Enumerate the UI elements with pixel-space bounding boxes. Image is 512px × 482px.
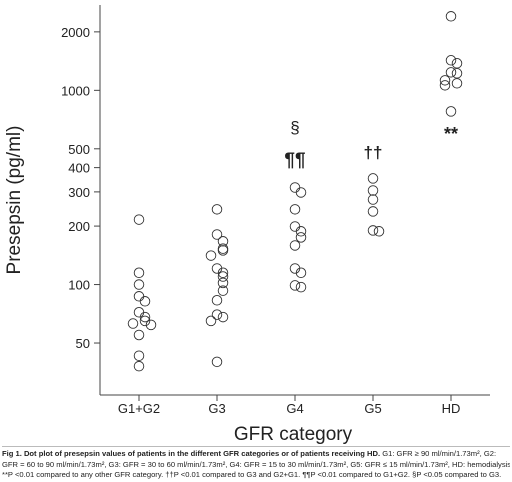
chart: Presepsin (pg/ml) GFR category 50 100 200 3… bbox=[4, 5, 490, 445]
y-axis-label: Presepsin (pg/ml) bbox=[4, 126, 25, 275]
caption-text: G1: GFR ≥ 90 ml/min/1.73m², G2: bbox=[382, 449, 497, 458]
data-point bbox=[139, 311, 151, 323]
data-point bbox=[211, 229, 223, 240]
data-point bbox=[217, 267, 229, 279]
annotation: ¶¶ bbox=[284, 150, 305, 171]
x-axis-label: GFR category bbox=[234, 424, 353, 445]
data-point bbox=[445, 55, 457, 66]
data-point bbox=[145, 319, 157, 331]
annotation: †† bbox=[364, 143, 383, 162]
data-point bbox=[139, 296, 151, 307]
data-point bbox=[217, 277, 229, 289]
y-tick-label: 50 bbox=[76, 336, 90, 351]
data-point bbox=[289, 182, 301, 193]
x-tick-label: G1+G2 bbox=[118, 401, 160, 416]
data-point bbox=[439, 75, 451, 86]
data-point bbox=[289, 280, 301, 291]
caption-line: **P <0.01 compared to any other GFR cate… bbox=[2, 470, 502, 479]
y-tick-label: 100 bbox=[68, 278, 90, 293]
data-point bbox=[133, 350, 145, 361]
data-point bbox=[133, 214, 145, 225]
caption-line: Fig 1. Dot plot of presepsin values of p… bbox=[2, 449, 510, 460]
data-point bbox=[289, 240, 301, 251]
data-point bbox=[133, 307, 145, 318]
data-point bbox=[211, 295, 223, 306]
data-point bbox=[439, 80, 451, 91]
data-point bbox=[367, 173, 379, 184]
data-point bbox=[133, 329, 145, 341]
data-point bbox=[133, 279, 145, 290]
data-point bbox=[127, 318, 139, 329]
data-point bbox=[217, 311, 229, 323]
data-point bbox=[211, 204, 223, 215]
data-point bbox=[367, 185, 379, 196]
data-point bbox=[217, 271, 229, 282]
y-tick-label: 500 bbox=[68, 142, 90, 157]
data-point bbox=[217, 245, 229, 256]
x-tick-label: HD bbox=[442, 401, 461, 416]
caption-title: Fig 1. Dot plot of presepsin values of p… bbox=[2, 449, 381, 458]
data-point bbox=[295, 281, 307, 293]
x-tick-label: G5 bbox=[364, 401, 381, 416]
x-tick-label: G4 bbox=[286, 401, 303, 416]
data-point bbox=[451, 68, 463, 79]
data-point bbox=[217, 285, 229, 296]
data-point bbox=[133, 360, 145, 372]
data-point bbox=[289, 221, 301, 232]
data-point bbox=[217, 236, 229, 247]
data-point bbox=[367, 225, 379, 236]
data-point bbox=[367, 206, 379, 217]
data-point bbox=[133, 291, 145, 302]
y-tick-label: 300 bbox=[68, 185, 90, 200]
data-point bbox=[373, 226, 385, 237]
data-point bbox=[451, 78, 463, 89]
y-tick-label: 200 bbox=[68, 219, 90, 234]
data-point bbox=[445, 11, 457, 22]
data-point bbox=[367, 194, 379, 205]
annotation: § bbox=[290, 118, 299, 137]
data-point bbox=[205, 250, 217, 261]
x-tick-label: G3 bbox=[208, 401, 225, 416]
caption-line: GFR = 60 to 90 ml/min/1.73m², G3: GFR = … bbox=[2, 459, 510, 469]
data-point bbox=[295, 232, 307, 243]
data-point bbox=[445, 106, 457, 117]
y-tick-label: 400 bbox=[68, 161, 90, 176]
data-point bbox=[139, 315, 151, 327]
data-point bbox=[451, 58, 463, 69]
y-tick-label: 2000 bbox=[61, 25, 90, 40]
y-tick-label: 1000 bbox=[61, 83, 90, 98]
data-point bbox=[445, 67, 457, 78]
data-point bbox=[205, 315, 217, 327]
data-point bbox=[211, 356, 223, 368]
data-point bbox=[289, 204, 301, 215]
data-point bbox=[295, 187, 307, 198]
annotation: ** bbox=[444, 124, 458, 144]
data-point bbox=[295, 267, 307, 279]
data-point bbox=[211, 309, 223, 320]
caption: Fig 1. Dot plot of presepsin values of p… bbox=[2, 446, 510, 482]
data-point bbox=[295, 226, 307, 237]
data-point bbox=[133, 267, 145, 279]
